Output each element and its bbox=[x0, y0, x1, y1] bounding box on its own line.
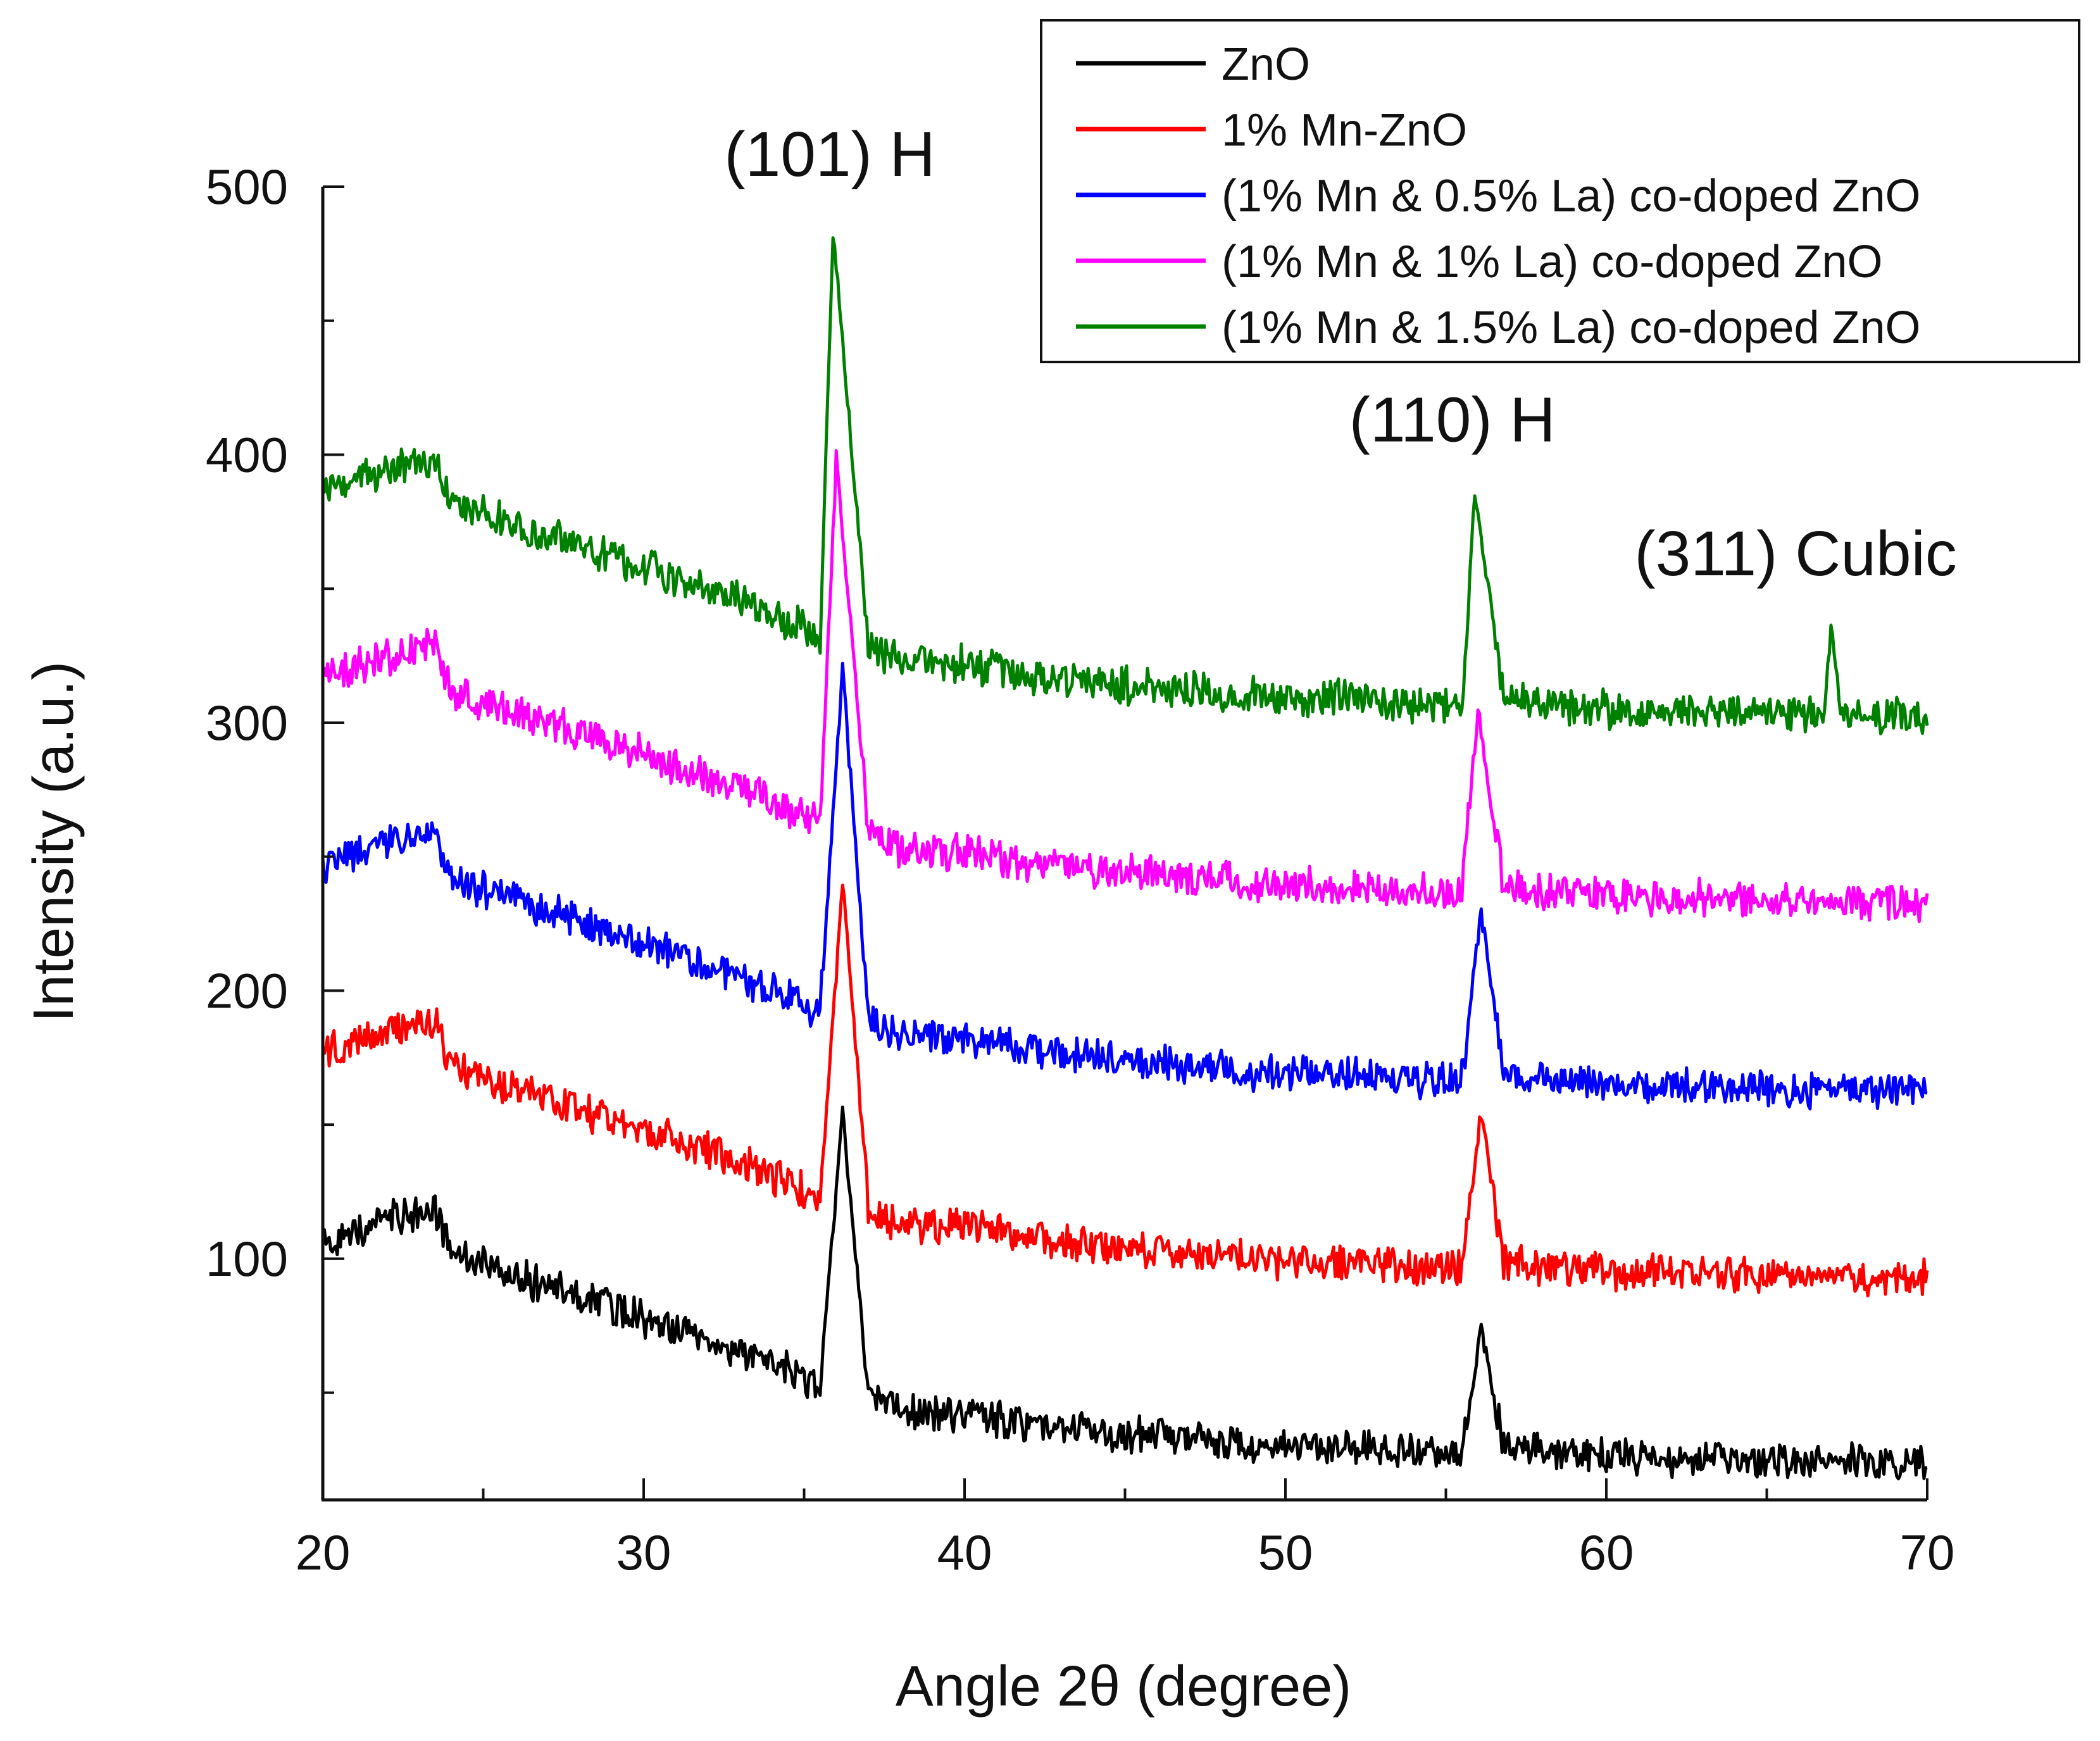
x-tick-label: 20 bbox=[296, 1525, 351, 1580]
legend-label: (1% Mn & 1% La) co-doped ZnO bbox=[1222, 237, 1883, 287]
series-line-4 bbox=[321, 236, 1929, 735]
legend: ZnO 1% Mn-ZnO (1% Mn & 0.5% La) co-doped Z… bbox=[1040, 19, 2080, 363]
series-layer bbox=[321, 236, 1929, 1481]
legend-items: ZnO 1% Mn-ZnO (1% Mn & 0.5% La) co-doped Z… bbox=[1076, 39, 1921, 353]
peak-annotation: (311) Cubic bbox=[1634, 518, 1956, 589]
x-ticks: 20 30 40 50 60 70 bbox=[296, 1478, 1955, 1580]
y-tick-label: 200 bbox=[206, 963, 288, 1018]
series-line-3 bbox=[321, 449, 1929, 923]
x-tick-label: 60 bbox=[1579, 1525, 1634, 1580]
series-line-0 bbox=[321, 1105, 1928, 1481]
x-axis-title: Angle 2θ (degree) bbox=[896, 1655, 1351, 1718]
legend-label: (1% Mn & 0.5% La) co-doped ZnO bbox=[1222, 171, 1921, 222]
x-tick-label: 70 bbox=[1900, 1525, 1955, 1580]
x-tick-label: 40 bbox=[937, 1525, 992, 1580]
y-tick-label: 300 bbox=[206, 695, 288, 751]
legend-label: 1% Mn-ZnO bbox=[1222, 105, 1467, 156]
series-line-1 bbox=[321, 883, 1929, 1298]
legend-label: (1% Mn & 1.5% La) co-doped ZnO bbox=[1222, 303, 1921, 353]
series-line-2 bbox=[321, 661, 1928, 1111]
legend-box bbox=[1040, 19, 2080, 363]
x-tick-label: 30 bbox=[616, 1525, 672, 1580]
peak-annotations: (101) H (110) H (311) Cubic bbox=[724, 119, 1957, 589]
peak-annotation: (101) H bbox=[724, 119, 935, 190]
y-axis-title: Intensity (a.u.) bbox=[22, 661, 85, 1022]
y-ticks: 100 200 300 400 500 bbox=[206, 159, 344, 1394]
y-tick-label: 500 bbox=[206, 159, 288, 215]
y-tick-label: 100 bbox=[206, 1231, 288, 1287]
x-tick-label: 50 bbox=[1258, 1525, 1313, 1580]
y-tick-label: 400 bbox=[206, 427, 288, 482]
legend-label: ZnO bbox=[1222, 39, 1310, 90]
peak-annotation: (110) H bbox=[1349, 384, 1556, 455]
